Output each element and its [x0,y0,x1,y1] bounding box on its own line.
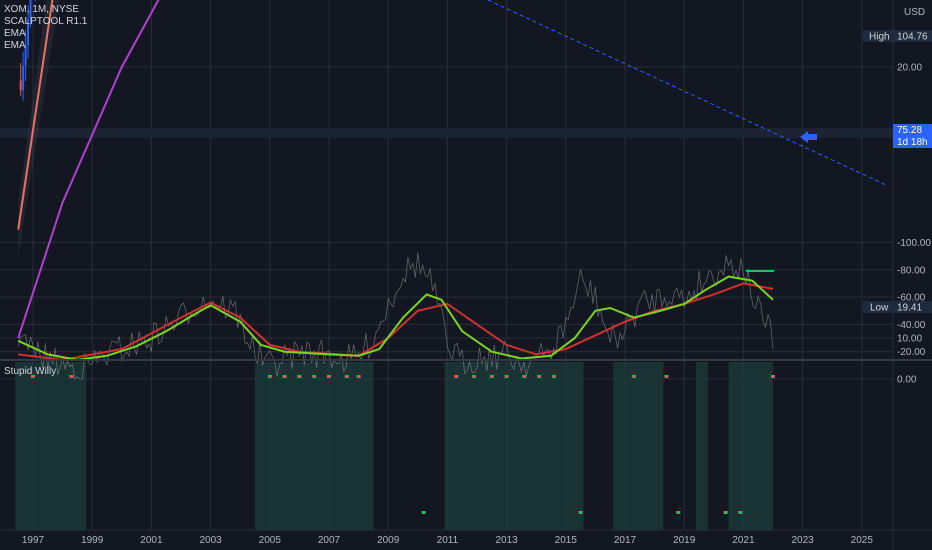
osc-top-marker [472,375,477,378]
osc-top-marker [69,375,74,378]
candle-body [27,19,30,46]
osc-top-marker [537,375,542,378]
y-tick-label: 20.00 [897,63,922,74]
osc-top-marker [454,375,459,378]
osc-shade-band [15,362,87,530]
osc-slow-line [18,282,774,361]
osc-top-marker [312,375,317,378]
osc-shade-band [696,362,708,530]
y-tick-label: 10.00 [897,334,922,345]
x-tick-label: 2001 [140,535,163,546]
x-tick-label: 1997 [22,535,45,546]
candle-body [22,65,25,91]
osc-shade-band [444,362,584,530]
low-value: 19.41 [897,303,922,314]
ema-ribbon [18,0,60,257]
osc-top-marker [31,375,35,378]
x-tick-label: 2019 [673,535,696,546]
osc-y-tick-label: -40.00 [897,320,926,331]
low-tag-box [863,301,895,313]
ema-fast-line [17,0,54,230]
high-value: 104.76 [897,32,928,43]
osc-y-tick-label: -80.00 [897,265,926,276]
osc-top-marker [297,375,302,378]
osc-fast-line [17,275,774,361]
x-tick-label: 2011 [437,535,459,546]
osc-top-marker [356,375,361,378]
low-value-box [895,301,932,313]
osc-y-tick-label: -20.00 [897,347,926,358]
osc-y-tick-label: -100.00 [897,238,931,249]
high-tag-label: High [869,32,890,43]
x-tick-label: 2013 [495,535,518,546]
osc-top-marker [504,375,509,378]
osc-bottom-marker [738,511,743,514]
osc-top-marker [631,375,636,378]
trendline[interactable] [487,0,887,186]
chart-legend: XOM, 1M, NYSE SCALPTOOL R1.1 EMA EMA [4,4,87,52]
bar-countdown: 1d 18h [897,137,928,148]
osc-bottom-marker [723,511,728,514]
osc-top-marker [664,375,669,378]
osc-top-marker [771,375,775,378]
osc-top-marker [267,375,272,378]
high-value-box [895,30,932,42]
osc-top-marker [522,375,527,378]
x-tick-label: 2007 [318,535,341,546]
osc-shade-band [255,362,374,530]
x-tick-label: 2025 [851,535,874,546]
x-tick-label: 2021 [732,535,755,546]
osc-top-marker [344,375,349,378]
arrow-left-icon[interactable] [800,131,817,143]
osc-bottom-marker [421,511,426,514]
osc-shade-band [613,362,664,530]
indicator-scalptool[interactable]: SCALPTOOL R1.1 [4,16,88,27]
indicator-ema-1[interactable]: EMA [4,28,26,39]
x-tick-label: 2003 [199,535,222,546]
last-price-box[interactable] [893,124,932,148]
x-tick-label: 1999 [81,535,104,546]
osc-top-marker [327,375,331,378]
x-tick-label: 2023 [791,535,814,546]
osc-top-marker [282,375,287,378]
last-price: 75.28 [897,125,922,136]
ema-slow-line [17,0,160,339]
osc-y-tick-label: -60.00 [897,293,926,304]
osc-top-marker [551,375,556,378]
osc-y-tick-label: 0.00 [897,375,917,386]
osc-bottom-marker [578,511,583,514]
oscillator-title[interactable]: Stupid Willy [4,366,57,377]
osc-bottom-marker [676,511,681,514]
osc-shade-band [728,362,773,530]
candle-body [19,80,22,91]
currency-label: USD [904,7,925,18]
candle-body [24,45,27,66]
x-tick-label: 2015 [555,535,578,546]
osc-top-marker [489,375,494,378]
x-tick-label: 2017 [614,535,637,546]
x-tick-label: 2009 [377,535,400,546]
x-tick-label: 2005 [259,535,282,546]
high-tag-box [863,30,895,42]
low-tag-label: Low [870,303,889,314]
candle-body [29,0,32,20]
highlight-band [0,128,893,138]
indicator-ema-2[interactable]: EMA [4,40,26,51]
symbol-title[interactable]: XOM, 1M, NYSE [4,4,80,15]
